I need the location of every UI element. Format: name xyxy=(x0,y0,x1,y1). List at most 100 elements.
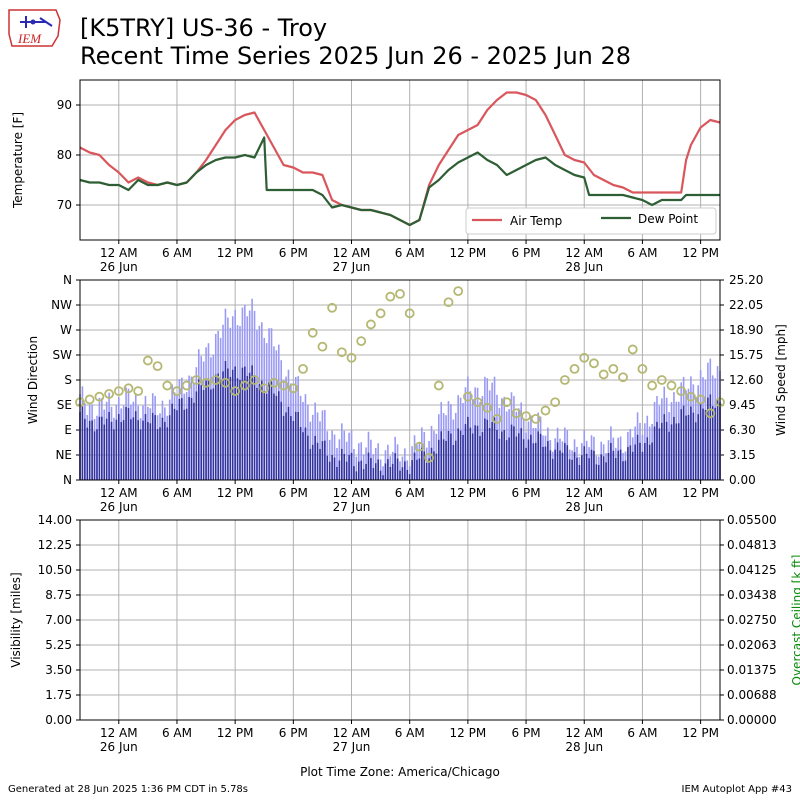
wind-speed-bar xyxy=(428,458,430,480)
x-axis-label: Plot Time Zone: America/Chicago xyxy=(300,765,500,779)
speed-tick-label: 25.20 xyxy=(729,273,763,287)
wind-speed-bar xyxy=(639,442,641,480)
wind-speed-bar xyxy=(677,423,680,480)
wind-speed-bar xyxy=(590,449,593,480)
wind-direction-point xyxy=(589,358,599,369)
wind-speed-bar xyxy=(704,410,707,480)
x-tick-label: 6 PM xyxy=(279,726,308,740)
wind-speed-bar xyxy=(702,408,704,480)
wind-speed-bar xyxy=(241,367,244,480)
wind-speed-bar xyxy=(525,447,527,480)
wind-speed-bar xyxy=(277,391,280,480)
wind-direction-point xyxy=(395,288,405,299)
wind-speed-bar xyxy=(493,417,496,480)
wind-speed-bar xyxy=(164,421,166,480)
wind-speed-bar xyxy=(142,420,144,480)
wind-speed-bar xyxy=(566,445,569,480)
wind-speed-bar xyxy=(357,461,360,480)
wind-direction-point xyxy=(142,355,153,366)
x-tick-label: 12 AM xyxy=(333,246,371,260)
wind-direction-point xyxy=(579,352,590,363)
wind-direction-point xyxy=(472,397,483,408)
wind-speed-bar xyxy=(576,457,578,480)
wind-direction-point xyxy=(569,363,580,374)
wind-speed-bar xyxy=(452,444,455,480)
wind-direction-point xyxy=(627,344,638,355)
ceiling-tick-label: 0.03438 xyxy=(727,588,777,602)
wind-speed-bar xyxy=(144,414,147,480)
wind-direction-point xyxy=(433,380,444,391)
x-tick-label: 12 AM xyxy=(565,246,603,260)
wind-speed-bar xyxy=(338,460,341,480)
wind-speed-bar xyxy=(224,361,227,480)
wind-speed-bar xyxy=(542,446,544,480)
wind-speed-bar xyxy=(122,420,125,480)
x-tick-date: 26 Jun xyxy=(100,740,138,754)
wind-direction-point xyxy=(133,386,144,397)
wind-direction-point xyxy=(104,388,114,399)
x-tick-label: 12 AM xyxy=(565,726,603,740)
wind-speed-bar xyxy=(551,458,554,480)
wind-speed-bar xyxy=(178,398,181,480)
legend-label-air-temp: Air Temp xyxy=(510,214,562,228)
speed-tick-label: 15.75 xyxy=(729,348,763,362)
wind-speed-bar xyxy=(539,433,542,480)
wind-speed-bar xyxy=(205,380,207,480)
x-tick-label: 6 PM xyxy=(512,246,541,260)
wind-speed-bar xyxy=(270,381,273,480)
wind-speed-bar xyxy=(154,415,156,480)
x-tick-label: 6 AM xyxy=(395,486,425,500)
wind-speed-bar xyxy=(627,447,629,480)
x-tick-label: 6 AM xyxy=(627,246,657,260)
direction-tick-label: SW xyxy=(53,348,73,362)
wind-speed-bar xyxy=(656,421,658,480)
wind-speed-bar xyxy=(629,445,632,480)
wind-speed-bar xyxy=(84,418,86,480)
wind-speed-bar xyxy=(469,427,472,480)
wind-speed-bar xyxy=(171,403,173,480)
wind-speed-bar xyxy=(699,403,702,480)
wind-speed-bar xyxy=(665,421,668,480)
x-tick-label: 12 AM xyxy=(100,486,138,500)
wind-speed-bar xyxy=(159,427,161,480)
wind-speed-bar xyxy=(139,429,142,480)
x-tick-label: 6 PM xyxy=(279,486,308,500)
wind-gust-bar xyxy=(379,459,382,480)
wind-speed-bar xyxy=(520,428,523,480)
wind-speed-bar xyxy=(81,406,84,480)
x-tick-label: 6 PM xyxy=(512,486,541,500)
x-tick-date: 28 Jun xyxy=(565,260,603,274)
wind-speed-bar xyxy=(299,426,302,480)
wind-direction-point xyxy=(336,347,347,358)
wind-speed-bar xyxy=(501,431,503,480)
ceiling-tick-label: 0.00000 xyxy=(727,713,777,727)
wind-speed-bar xyxy=(214,374,217,480)
wind-speed-bar xyxy=(663,414,666,480)
wind-speed-bar xyxy=(353,466,355,480)
wind-speed-bar xyxy=(716,398,719,480)
wind-speed-bar xyxy=(673,416,675,480)
wind-speed-bar xyxy=(246,375,249,480)
wind-direction-point xyxy=(191,375,202,385)
wind-speed-bar xyxy=(161,417,164,480)
wind-direction-point xyxy=(113,386,124,397)
x-tick-label: 6 AM xyxy=(627,486,657,500)
wind-speed-bar xyxy=(280,401,283,480)
wind-speed-bar xyxy=(394,453,396,480)
wind-direction-point xyxy=(695,394,706,405)
wind-speed-bar xyxy=(559,450,561,480)
wind-speed-bar xyxy=(416,459,418,480)
wind-direction-point xyxy=(637,363,648,374)
wind-speed-bar xyxy=(433,451,435,480)
wind-speed-bar xyxy=(644,443,646,480)
wind-speed-bar xyxy=(285,412,287,480)
ceiling-tick-label: 0.02750 xyxy=(727,613,777,627)
x-tick-label: 12 PM xyxy=(217,726,254,740)
wind-speed-bar xyxy=(248,372,251,480)
wind-speed-bar xyxy=(515,436,518,480)
wind-speed-bar xyxy=(561,452,564,480)
wind-speed-bar xyxy=(190,397,193,480)
plot-frame xyxy=(79,279,721,481)
wind-speed-bar xyxy=(556,442,559,480)
wind-gust-bar xyxy=(353,448,355,480)
